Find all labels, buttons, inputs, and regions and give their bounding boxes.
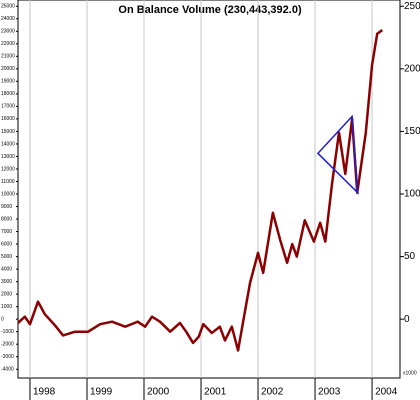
- y2-tick-label: 20000: [1, 66, 15, 72]
- chart-title: On Balance Volume (230,443,392.0): [118, 4, 302, 16]
- y2-tick-label: 14000: [1, 141, 15, 147]
- y2-tick-label: 6000: [1, 241, 12, 247]
- y2-tick-label: 16000: [1, 116, 15, 122]
- y2-tick-label: 8000: [1, 216, 12, 222]
- x-tick-label: 2002: [261, 387, 284, 398]
- y-tick-label: 0: [404, 314, 410, 325]
- x-tick-label: 1998: [33, 387, 56, 398]
- y2-tick-label: 4000: [1, 266, 12, 272]
- y2-tick-label: -2000: [1, 342, 14, 348]
- y-tick-label: 250: [404, 1, 420, 12]
- y2-tick-label: -4000: [1, 367, 14, 373]
- x-tick-label: 2004: [375, 387, 398, 398]
- y2-tick-label: 10000: [1, 191, 15, 197]
- y2-tick-label: 15000: [1, 129, 15, 135]
- y-tick-label: 100: [404, 189, 420, 200]
- obv-line: [17, 29, 384, 352]
- y2-tick-label: 18000: [1, 91, 15, 97]
- y2-tick-label: -3000: [1, 354, 14, 360]
- y-tick-label: 200: [404, 63, 420, 74]
- y2-tick-label: 5000: [1, 254, 12, 260]
- y2-tick-label: 7000: [1, 229, 12, 235]
- y2-tick-label: 23000: [1, 29, 15, 35]
- y2-tick-label: 1000: [1, 304, 12, 310]
- y2-tick-label: 19000: [1, 79, 15, 85]
- x-tick-label: 2000: [147, 387, 170, 398]
- y-tick-label: 150: [404, 126, 420, 137]
- y-tick-label: 50: [404, 251, 416, 262]
- y2-tick-label: 25000: [1, 4, 15, 10]
- y2-tick-label: 22000: [1, 41, 15, 47]
- y2-tick-label: 11000: [1, 179, 15, 185]
- y2-tick-label: 9000: [1, 204, 12, 210]
- y2-tick-label: 12000: [1, 166, 15, 172]
- y2-tick-label: -1000: [1, 329, 14, 335]
- x-tick-label: 1999: [90, 387, 113, 398]
- x-tick-label: 2001: [204, 387, 227, 398]
- plot-frame: [17, 0, 401, 379]
- y2-tick-label: 2000: [1, 291, 12, 297]
- y2-tick-label: 21000: [1, 54, 15, 60]
- unit-label: x1000: [403, 370, 417, 376]
- y2-tick-label: 0: [1, 317, 4, 323]
- x-tick-label: 2003: [318, 387, 341, 398]
- y2-tick-label: 17000: [1, 104, 15, 110]
- y2-tick-label: 3000: [1, 279, 12, 285]
- triangle-pattern: [316, 114, 359, 195]
- y2-tick-label: 24000: [1, 16, 15, 22]
- y2-tick-label: 13000: [1, 154, 15, 160]
